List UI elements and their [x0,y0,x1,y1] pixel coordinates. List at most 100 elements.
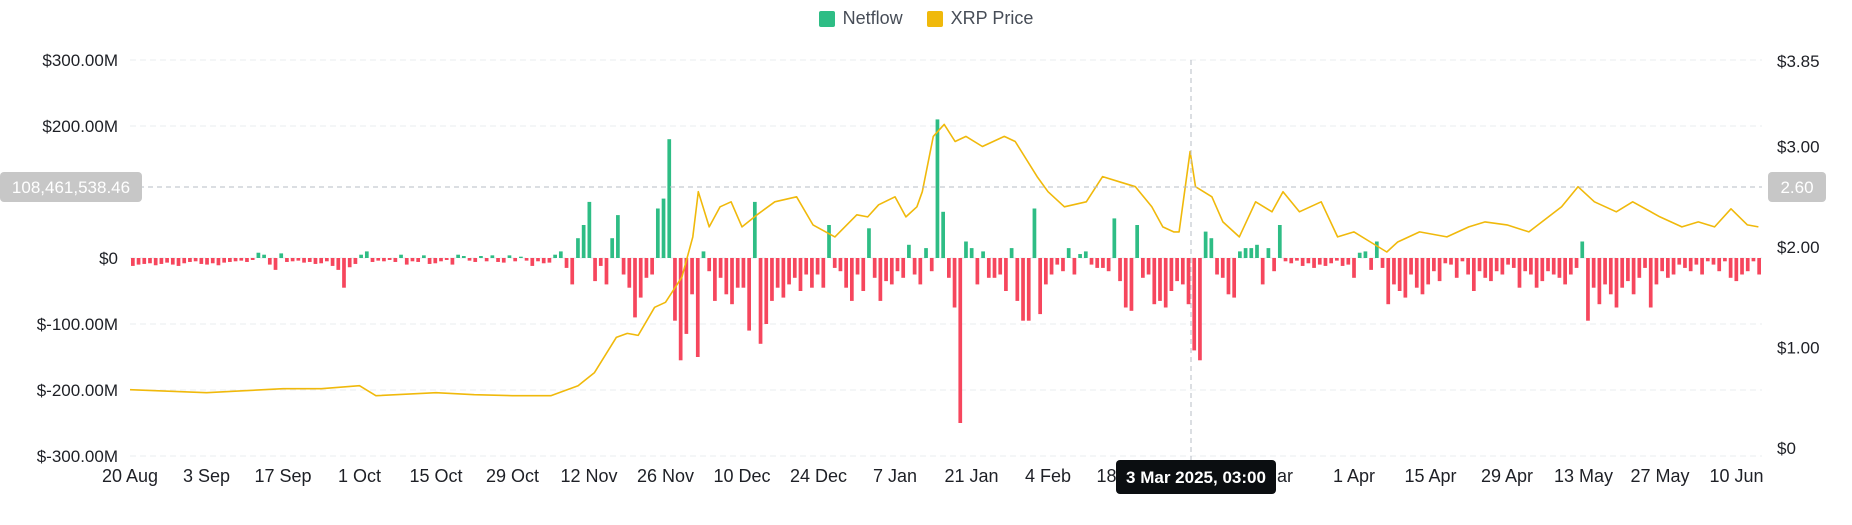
netflow-bar [878,258,883,301]
netflow-bar [895,258,900,272]
netflow-bar [273,258,278,270]
netflow-bar [1095,258,1100,268]
netflow-bar [1677,258,1682,265]
crosshair-date-label-bg [1116,460,1276,494]
crosshair-left-value: 108,461,538.46 [12,178,130,197]
netflow-bar [690,258,694,295]
netflow-bar [1694,258,1699,265]
y-left-tick-label: $0 [99,249,118,268]
netflow-bar [604,258,609,285]
netflow-bar [279,253,284,258]
netflow-bar [1511,258,1516,268]
netflow-bar [701,251,706,258]
netflow-bar [969,248,974,258]
netflow-bar [678,258,683,361]
netflow-bar [519,256,523,258]
netflow-bar [918,258,923,285]
legend-label-xrp-price: XRP Price [950,8,1034,28]
netflow-bar [1089,258,1094,265]
netflow-bar [148,258,152,264]
netflow-bar [598,258,603,266]
netflow-bar [804,258,809,275]
x-tick-label: 29 Apr [1481,466,1533,486]
netflow-bar [1665,258,1670,278]
netflow-bar [1163,258,1168,308]
netflow-bar [1198,258,1202,361]
crosshair-left-label-bg [0,172,142,202]
x-tick-label: 1 Apr [1333,466,1375,486]
netflow-bar [256,252,261,258]
netflow-bar [1586,258,1590,321]
netflow-bar [479,256,483,258]
netflow-bar [1061,258,1065,272]
netflow-bar [307,258,312,262]
netflow-bar [1283,258,1288,262]
netflow-bar [1700,258,1704,275]
netflow-bar [1203,231,1208,258]
netflow-bar [342,258,346,288]
netflow-bar [1489,258,1493,282]
netflow-bar [239,258,244,261]
netflow-bar [410,258,415,262]
netflow-bar [359,254,363,258]
netflow-bar [775,258,780,288]
netflow-bar [838,258,843,272]
netflow-bar [1152,258,1157,305]
netflow-bar [193,258,198,262]
netflow-bar [787,258,791,285]
y-right-tick-label: $2.00 [1777,238,1820,257]
x-tick-label: 10 Dec [713,466,770,486]
netflow-bar [1637,258,1642,278]
netflow-bar [695,258,700,357]
netflow-bar [844,258,848,288]
netflow-bar [1574,258,1579,268]
netflow-bar [530,258,535,266]
netflow-bar [416,258,421,262]
netflow-bar [1420,258,1425,295]
netflow-bar [1232,258,1237,298]
netflow-bar [325,258,329,262]
legend-item-xrp-price[interactable]: XRP Price [926,8,1034,29]
netflow-bar [1728,258,1733,278]
netflow-bar [872,258,877,278]
netflow-bar [581,225,586,258]
netflow-bar [1683,258,1687,268]
netflow-bar [884,258,888,282]
netflow-bar [576,238,580,258]
netflow-bar [1072,258,1077,275]
netflow-bar [205,258,209,265]
netflow-bar [958,258,963,423]
netflow-bar [610,238,615,258]
x-tick-label: 7 Jan [873,466,917,486]
x-tick-label: 12 Nov [560,466,617,486]
x-tick-label: 20 Aug [102,466,158,486]
netflow-bar [1169,258,1174,291]
netflow-bar [724,258,729,295]
netflow-bar [467,258,472,261]
netflow-bar [587,201,592,258]
netflow-bar [296,258,301,261]
netflow-bar [770,258,774,301]
netflow-bar [1409,258,1413,275]
netflow-bar [1209,238,1214,258]
netflow-bar [1414,258,1419,288]
netflow-bar [1329,258,1334,264]
netflow-bar [1500,258,1505,275]
netflow-bar [313,258,318,264]
netflow-bar [861,258,866,291]
legend-item-netflow[interactable]: Netflow [818,8,903,29]
netflow-bar [1392,258,1396,285]
netflow-bar [1568,258,1573,275]
y-left-tick-label: $-300.00M [37,447,118,466]
netflow-bar [1546,258,1550,272]
netflow-bar [638,258,643,298]
netflow-bar [707,258,712,272]
netflow-bar [216,258,221,266]
netflow-bar [1295,258,1299,261]
netflow-bar [1603,258,1607,285]
netflow-bar [1757,258,1761,275]
netflow-bar [1386,258,1391,305]
crosshair-date-label: 3 Mar 2025, 03:00 [1126,468,1266,487]
netflow-bar [593,258,597,282]
